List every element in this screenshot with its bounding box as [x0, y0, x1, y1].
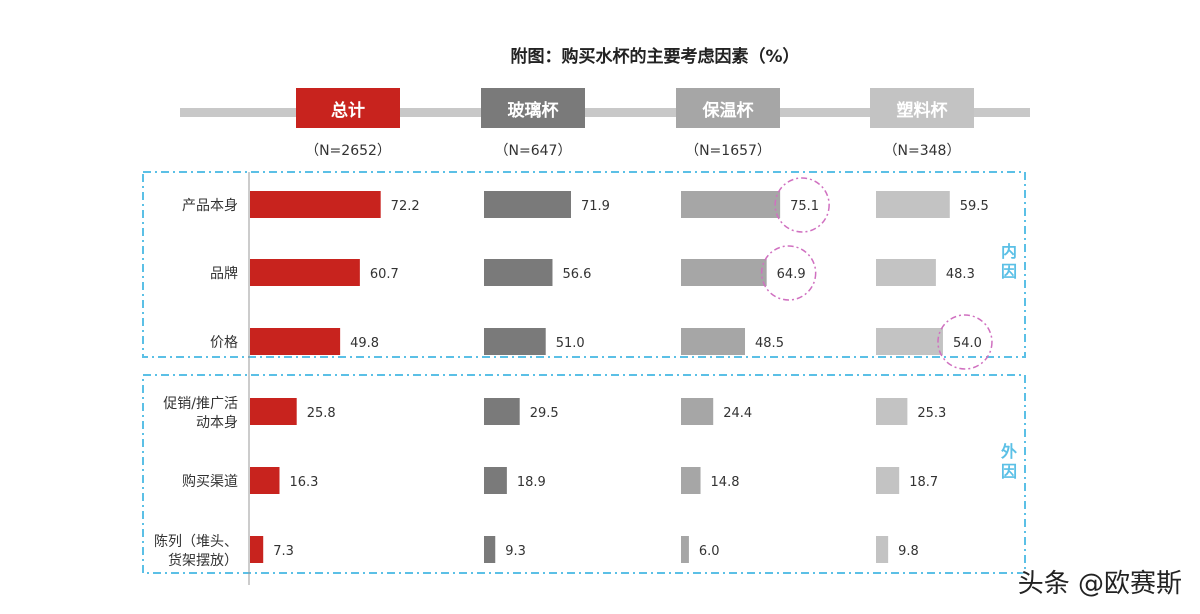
data-label: 16.3: [290, 475, 319, 490]
data-label: 54.0: [953, 336, 982, 351]
series-n-label: （N=647）: [495, 143, 572, 159]
series-header-box: [481, 88, 585, 128]
bar: [250, 259, 360, 286]
bar: [876, 259, 936, 286]
data-label: 25.8: [307, 406, 336, 421]
data-label: 14.8: [711, 475, 740, 490]
series-n-label: （N=2652）: [305, 143, 391, 159]
data-label: 49.8: [350, 336, 379, 351]
bar: [876, 467, 900, 494]
bar: [484, 328, 546, 355]
category-label: 产品本身: [182, 198, 238, 214]
data-label: 9.3: [505, 544, 526, 559]
highlight-circle: [760, 245, 817, 301]
highlight-circle: [774, 177, 830, 233]
highlight-circle: [937, 314, 993, 370]
group-label-char: 内: [1001, 242, 1017, 261]
data-label: 29.5: [530, 406, 559, 421]
data-label: 18.7: [909, 475, 938, 490]
bar: [250, 398, 297, 425]
bar: [484, 191, 571, 218]
series-header-box: [676, 88, 780, 128]
data-label: 9.8: [898, 544, 919, 559]
data-label: 56.6: [562, 267, 591, 282]
bar: [876, 536, 889, 563]
data-label: 6.0: [699, 544, 720, 559]
bar: [681, 328, 746, 355]
data-label: 64.9: [777, 267, 806, 282]
watermark: 头条 @欧赛斯: [1017, 569, 1182, 599]
series-header-box: [870, 88, 974, 128]
bar: [681, 259, 767, 286]
bar: [681, 191, 781, 218]
bar: [876, 191, 950, 218]
category-label: 品牌: [210, 265, 238, 282]
bar: [681, 398, 714, 425]
series-header-label: 塑料杯: [897, 100, 948, 121]
category-label: 促销/推广活: [163, 396, 238, 412]
series-n-label: （N=348）: [884, 143, 961, 159]
bar: [250, 467, 280, 494]
bar: [484, 536, 496, 563]
data-label: 24.4: [723, 406, 752, 421]
bar: [876, 328, 943, 355]
group-box-internal: [142, 171, 1026, 358]
series-header-label: 玻璃杯: [508, 100, 559, 121]
data-label: 75.1: [790, 199, 819, 214]
group-label-char: 外: [1000, 442, 1017, 461]
data-label: 71.9: [581, 199, 610, 214]
header-line: [180, 108, 1030, 117]
series-header-box: [296, 88, 400, 128]
data-label: 51.0: [556, 336, 585, 351]
bar: [681, 536, 689, 563]
group-label-char: 因: [1001, 262, 1017, 281]
category-label: 陈列（堆头、: [154, 533, 238, 550]
bar: [250, 328, 341, 355]
data-label: 48.5: [755, 336, 784, 351]
data-label: 25.3: [917, 406, 946, 421]
chart-title: 附图：购买水杯的主要考虑因素（%）: [510, 46, 799, 67]
group-label-char: 因: [1001, 462, 1017, 481]
bar: [484, 259, 553, 286]
category-label: 货架摆放）: [168, 552, 238, 569]
data-label: 48.3: [946, 267, 975, 282]
data-label: 60.7: [370, 267, 399, 282]
bar: [250, 191, 381, 218]
series-header-label: 总计: [331, 100, 365, 121]
bar: [250, 536, 264, 563]
data-label: 72.2: [391, 199, 420, 214]
category-label: 动本身: [196, 415, 238, 431]
data-label: 7.3: [273, 544, 294, 559]
bar: [681, 467, 701, 494]
series-header-label: 保温杯: [702, 100, 754, 121]
bar: [484, 398, 520, 425]
data-label: 59.5: [960, 199, 989, 214]
series-n-label: （N=1657）: [685, 143, 771, 159]
category-label: 购买渠道: [182, 474, 238, 490]
data-label: 18.9: [517, 475, 546, 490]
bar: [876, 398, 908, 425]
category-label: 价格: [210, 335, 238, 351]
bar: [484, 467, 507, 494]
